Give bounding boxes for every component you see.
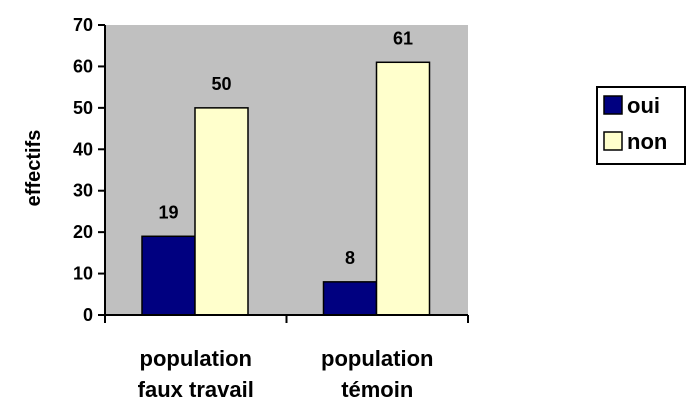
y-axis-ticks: 0 10 20 30 40 50 60 70 [73, 15, 105, 325]
data-labels-group: 19 50 8 61 [158, 28, 413, 268]
category-label: faux travail [138, 377, 254, 402]
legend-label-non: non [627, 129, 667, 154]
bars-group [141, 61, 431, 316]
bar-oui [141, 235, 196, 316]
y-tick-label: 70 [73, 15, 93, 35]
y-tick-label: 0 [83, 305, 93, 325]
y-tick-label: 60 [73, 56, 93, 76]
y-tick-label: 10 [73, 264, 93, 284]
data-label: 8 [345, 248, 355, 268]
data-label: 50 [211, 74, 231, 94]
y-tick-label: 40 [73, 139, 93, 159]
data-label: 61 [393, 28, 413, 48]
y-tick-label: 30 [73, 181, 93, 201]
legend-swatch-non [603, 131, 623, 151]
category-label: population [140, 346, 252, 371]
category-label: témoin [341, 377, 413, 402]
y-tick-label: 20 [73, 222, 93, 242]
y-axis-title: effectifs [23, 130, 45, 207]
legend-swatch-oui [603, 95, 623, 115]
data-label: 19 [158, 202, 178, 222]
bar-non [375, 61, 431, 316]
bar-non [194, 107, 249, 316]
bar-oui [322, 281, 378, 316]
legend: oui non [596, 86, 686, 165]
category-label: population [321, 346, 433, 371]
category-labels: population faux travail population témoin [138, 346, 434, 402]
legend-label-oui: oui [627, 93, 660, 118]
x-axis-ticks [104, 315, 469, 323]
y-tick-label: 50 [73, 98, 93, 118]
